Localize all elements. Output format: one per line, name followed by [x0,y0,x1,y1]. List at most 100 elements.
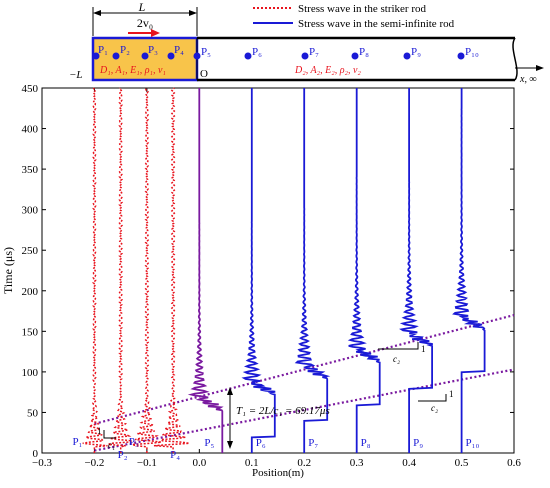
plot-frame [41,87,515,454]
striker-props: D₁, A₁, E₁, ρ₁, v₁ [99,65,166,76]
point-p10-label: P₁₀ [465,46,479,58]
x-tick-label: 0.1 [245,457,259,469]
wave-front-lines [94,314,515,452]
axes: −0.3 −0.2 −0.1 0.0 0.1 0.2 0.3 0.4 0.5 0.6 0 50 100 1… [22,83,522,469]
semi-trace [241,88,276,453]
slope-c1-label: c₁ [108,440,115,450]
point-p4-marker [167,52,175,60]
schematic: L 2v₀ x, ∞ −L O D₁, A₁, E₁, ρ₁, v₁ D₂, A… [69,0,544,85]
period-arrow-top [227,387,233,395]
x-axis-label: Position(m) [252,467,304,479]
point-p2-label: P₂ [120,44,130,56]
length-arrow-right [189,10,197,16]
semi-trace [294,88,331,453]
y-tick-label: 350 [22,164,39,176]
origin-label: O [200,68,208,80]
velocity-label: 2v₀ [137,16,153,30]
y-tick-label: 300 [22,205,39,217]
bottom-label-semi: P₇ [308,437,318,449]
semi-props: D₂, A₂, E₂, ρ₂, v₂ [294,65,361,76]
y-tick-label: 450 [22,83,39,95]
slope-c2-upper-label: c₂ [393,354,400,364]
striker-trace [82,87,108,453]
point-p7-label: P₇ [309,46,319,58]
point-p8-marker [351,52,359,60]
slope-triangle-c1 [103,430,116,439]
point-p9-marker [403,52,411,60]
point-p10-marker [457,52,465,60]
legend: Stress wave in the striker rod Stress wa… [253,3,455,30]
y-axis-label: Time (μs) [1,247,15,294]
slope-c2-lower-one: 1 [449,389,454,399]
point-p4-label: P₄ [174,44,184,56]
point-p1-marker [92,52,100,60]
slope-c2-lower-label: c₂ [431,403,438,413]
y-tick-label: 50 [27,407,39,419]
point-p3-marker [141,52,149,60]
bottom-label-striker: P₁ [72,436,82,448]
bottom-label-semi: P₉ [413,437,423,449]
point-p3-label: P₃ [148,44,158,56]
point-p6-label: P₆ [252,46,262,58]
x-tick-label: 0.3 [350,457,364,469]
length-arrow-left [93,10,101,16]
y-tick-label: 200 [22,286,39,298]
x-tick-label: −0.3 [32,457,52,469]
x-tick-label: 0.4 [402,457,416,469]
y-tick-label: 250 [22,245,39,257]
length-label: L [138,0,146,14]
period-arrow-bottom [227,441,233,449]
striker-trace [132,87,162,453]
semi-trace [347,88,381,453]
point-p6-marker [244,52,252,60]
semi-trace [452,88,486,453]
neg-length-label: −L [69,69,83,81]
point-p7-marker [301,52,309,60]
bottom-label-semi: P₅ [204,437,214,449]
slope-c1-one: 1 [97,426,102,436]
point-p5-marker [193,52,201,60]
striker-trace [153,87,190,453]
slope-c2-upper-one: 1 [421,344,426,354]
y-tick-label: 0 [33,448,39,460]
striker-trace [108,87,133,453]
x-tick-label: 0.0 [192,457,206,469]
semi-trace [399,88,433,453]
velocity-arrow-head [151,29,160,37]
semi-trace [187,88,224,453]
period-label: T₁ = 2L/c₁ = 69.17μs [236,405,330,417]
bottom-label-striker: P₂ [118,449,128,461]
point-p5-label: P₅ [201,46,211,58]
bottom-label-striker: P₄ [170,449,180,461]
annotations: T₁ = 2L/c₁ = 69.17μs 1 c₁ c₂ 1 c₂ 1 [97,342,454,450]
bottom-label-semi: P₁₀ [466,437,480,449]
striker-traces [82,87,190,453]
slope-triangle-c2-lower [418,394,447,402]
bottom-label-semi: P₆ [256,437,266,449]
x-axis-arrow-head [536,65,544,71]
x-tick-label: 0.2 [297,457,311,469]
y-tick-label: 400 [22,124,39,136]
wave-front-line [94,314,515,425]
x-tick-label: −0.2 [84,457,104,469]
x-infinity-label: x, ∞ [519,74,537,85]
y-tick-label: 100 [22,367,39,379]
point-p8-label: P₈ [359,46,369,58]
slope-triangle-c2-upper [378,342,419,350]
point-p9-label: P₉ [411,46,421,58]
point-p2-marker [112,52,120,60]
semi-traces [187,88,486,453]
x-tick-label: −0.1 [137,457,157,469]
bottom-label-semi: P₈ [361,437,371,449]
legend-semi-label: Stress wave in the semi-infinite rod [298,18,455,30]
point-p1-label: P₁ [98,44,108,56]
semi-rod-break [512,37,518,81]
bottom-label-striker: P₃ [129,436,139,448]
x-tick-label: 0.5 [455,457,469,469]
y-tick-label: 150 [22,326,39,338]
x-tick-label: 0.6 [507,457,521,469]
wave-front-line [94,368,515,452]
legend-striker-label: Stress wave in the striker rod [298,3,426,15]
